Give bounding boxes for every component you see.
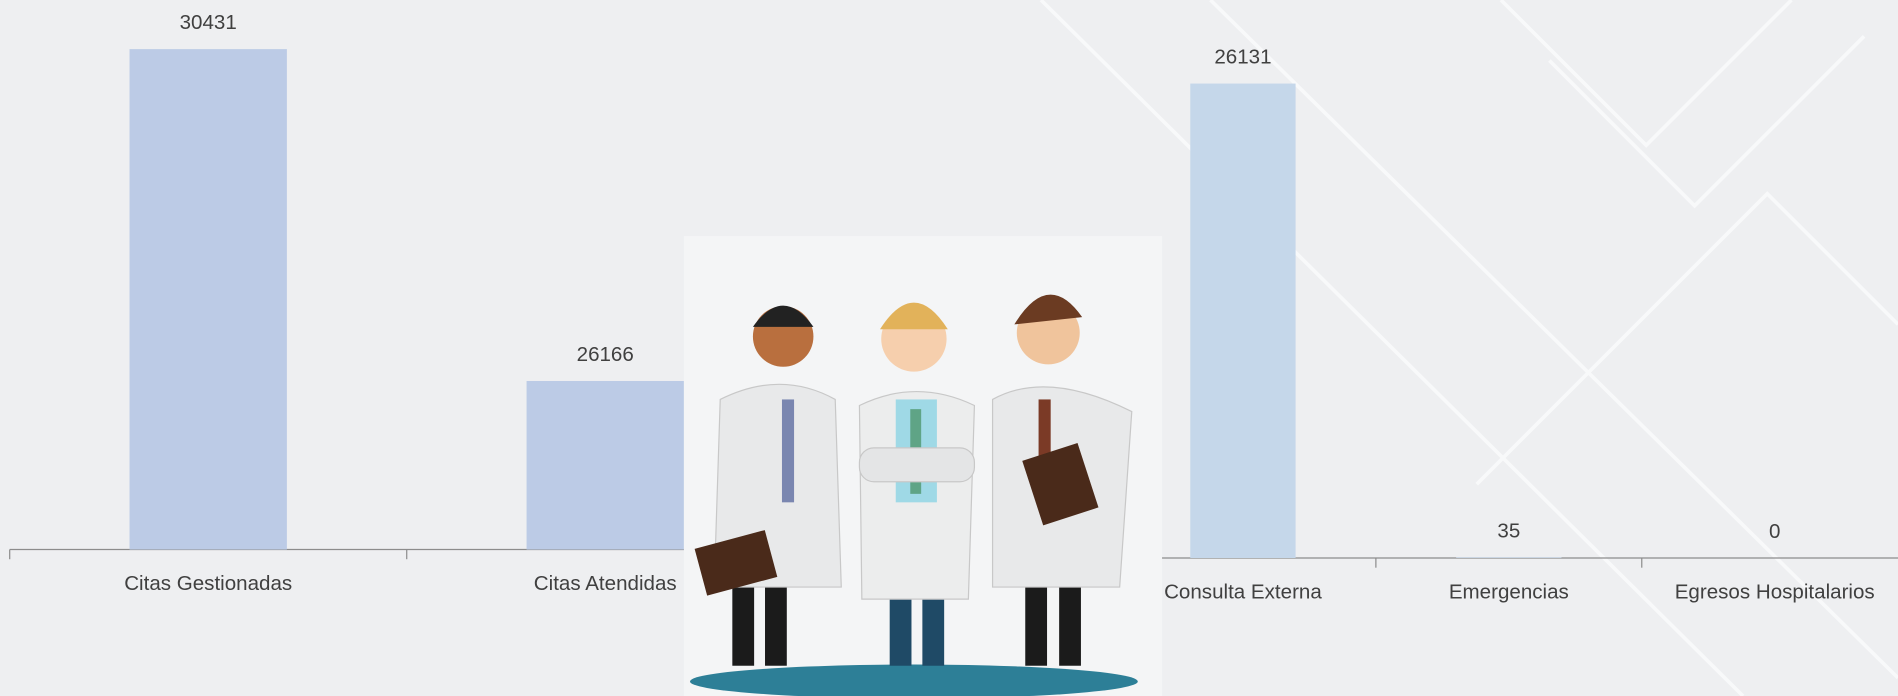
bar <box>527 381 684 550</box>
x-tick-label: Egresos Hospitalarios <box>1675 581 1875 604</box>
bar <box>1190 84 1295 558</box>
page: 30431 Citas Gestionadas 26166 Citas Atendid… <box>0 0 1898 696</box>
bar <box>1456 557 1561 558</box>
x-tick-label: Citas Atendidas <box>534 572 677 595</box>
value-label: 35 <box>1497 519 1520 542</box>
tie <box>782 399 794 502</box>
x-tick-label: Emergencias <box>1449 581 1569 604</box>
chart: 30431 Citas Gestionadas 26166 Citas Atendid… <box>0 0 1898 696</box>
value-label: 30431 <box>180 11 237 34</box>
x-tick-label: Citas Gestionadas <box>124 572 292 595</box>
bar <box>130 49 287 549</box>
value-label: 0 <box>1769 520 1780 543</box>
arms <box>859 448 974 482</box>
x-tick-label: Consulta Externa <box>1164 581 1322 604</box>
doctors-illustration <box>684 236 1162 696</box>
value-label: 26131 <box>1214 46 1271 69</box>
value-label: 26166 <box>577 343 634 366</box>
